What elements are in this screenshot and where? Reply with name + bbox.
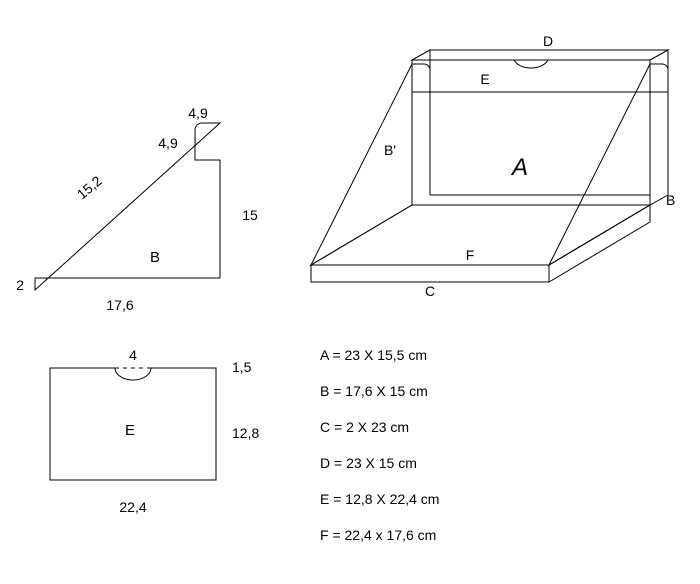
iso-label-e: E	[480, 71, 489, 87]
legend-f: F = 22,4 x 17,6 cm	[320, 527, 436, 543]
iso-label-bprime: B'	[384, 142, 396, 158]
legend-c: C = 2 X 23 cm	[320, 419, 409, 435]
legend-b: B = 17,6 X 15 cm	[320, 383, 428, 399]
dim-b-2: 2	[16, 277, 24, 293]
legend-d: D = 23 X 15 cm	[320, 455, 417, 471]
iso-label-b: B	[666, 192, 675, 208]
legend: A = 23 X 15,5 cm B = 17,6 X 15 cm C = 2 …	[320, 347, 439, 543]
flat-shape-e: 4 1,5 12,8 22,4 E	[50, 347, 259, 515]
legend-a: A = 23 X 15,5 cm	[320, 347, 427, 363]
dim-b-4-9b: 4,9	[158, 135, 178, 151]
dim-e-4: 4	[129, 347, 137, 363]
dim-b-17-6: 17,6	[106, 297, 133, 313]
iso-label-f: F	[466, 247, 475, 263]
dim-e-1-5: 1,5	[232, 359, 252, 375]
iso-label-c: C	[425, 283, 435, 299]
dim-e-12-8: 12,8	[232, 425, 259, 441]
label-flat-e: E	[125, 422, 135, 439]
dim-e-22-4: 22,4	[119, 499, 146, 515]
iso-label-a: A	[510, 154, 528, 181]
iso-label-d: D	[543, 33, 553, 49]
dim-b-15: 15	[242, 207, 258, 223]
flat-shape-b: 4,9 4,9 15,2 2 17,6 15 B	[16, 105, 258, 313]
isometric-box: A B' B C D E F	[311, 33, 675, 299]
dim-b-4-9a: 4,9	[188, 105, 208, 121]
legend-e: E = 12,8 X 22,4 cm	[320, 491, 439, 507]
dim-b-15-2: 15,2	[74, 172, 105, 202]
label-flat-b: B	[150, 249, 160, 266]
